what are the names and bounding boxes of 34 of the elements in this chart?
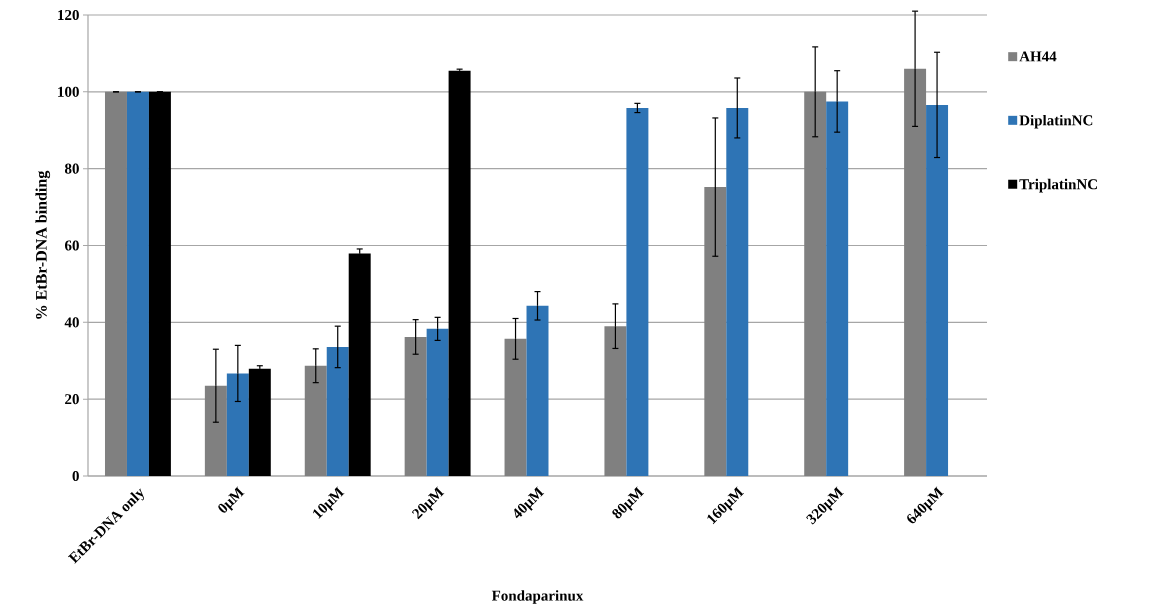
legend-label: TriplatinNC [1019, 178, 1097, 193]
bar [926, 104, 949, 476]
bar [404, 336, 427, 476]
bar [304, 365, 327, 476]
legend-label: AH44 [1019, 51, 1057, 62]
bar [204, 385, 227, 476]
bar [826, 101, 849, 476]
bar [448, 70, 471, 476]
bar [704, 187, 727, 476]
y-tick-label: 60 [64, 240, 79, 251]
y-tick-label: 100 [58, 86, 79, 97]
y-tick-label: 40 [64, 317, 79, 328]
bar [726, 107, 749, 476]
bar [148, 91, 171, 476]
bar [226, 373, 249, 476]
bar [126, 91, 149, 476]
x-axis-title: Fondaparinux [491, 590, 584, 604]
y-axis-title: % EtBr-DNA binding [35, 170, 51, 319]
y-tick-label: 20 [65, 394, 79, 405]
bar [504, 338, 527, 476]
bar [348, 253, 371, 476]
y-tick-label: 80 [64, 163, 79, 174]
bar [248, 368, 271, 476]
bar [626, 107, 649, 476]
legend-label: DiplatinNC [1019, 114, 1093, 129]
bar [104, 91, 127, 476]
bar [804, 91, 827, 476]
bar [426, 328, 449, 476]
bar [904, 68, 927, 476]
bar [326, 346, 349, 476]
bar [526, 305, 549, 476]
bar [604, 326, 627, 476]
y-tick-label: 0 [72, 470, 79, 482]
y-tick-label: 120 [58, 9, 79, 21]
